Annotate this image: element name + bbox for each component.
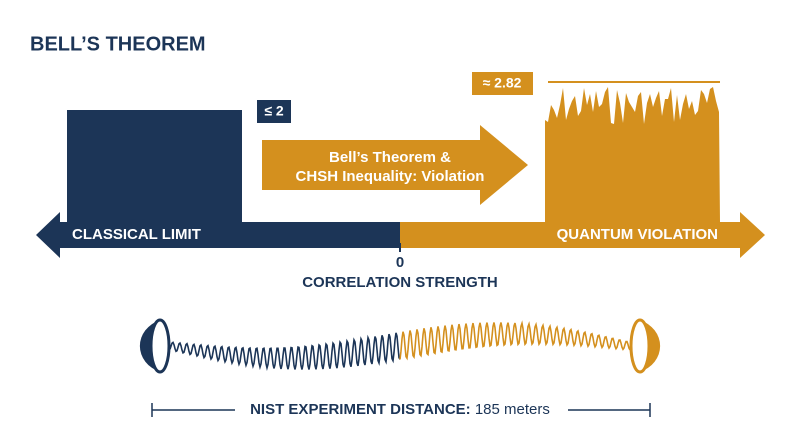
center-arrow-line: Bell’s Theorem & [329, 149, 451, 166]
quantum-label: QUANTUM VIOLATION [557, 226, 718, 243]
classical-label: CLASSICAL LIMIT [72, 226, 201, 243]
classical-bound-box [257, 100, 291, 123]
classical-bound: ≤ 2 [264, 103, 284, 119]
quantum-bound: ≈ 2.82 [483, 75, 522, 91]
footer-value: 185 meters [475, 401, 550, 418]
wave-right [399, 320, 631, 361]
title: BELL’S THEOREM [30, 33, 206, 55]
axis-right [400, 212, 765, 258]
left-detector-face [149, 318, 171, 374]
origin-label: 0 [396, 254, 404, 271]
axis-left [36, 212, 400, 258]
right-detector-face [629, 318, 651, 374]
footer-label: NIST EXPERIMENT DISTANCE: [250, 401, 471, 418]
classical-block [67, 110, 242, 225]
quantum-bound-box [472, 72, 533, 95]
footer-text: NIST EXPERIMENT DISTANCE: 185 meters [250, 401, 550, 418]
center-arrow [262, 125, 528, 205]
center-arrow-line: CHSH Inequality: Violation [296, 168, 485, 185]
quantum-area [545, 87, 720, 222]
wave-left [169, 332, 401, 371]
axis-label: CORRELATION STRENGTH [302, 274, 498, 291]
